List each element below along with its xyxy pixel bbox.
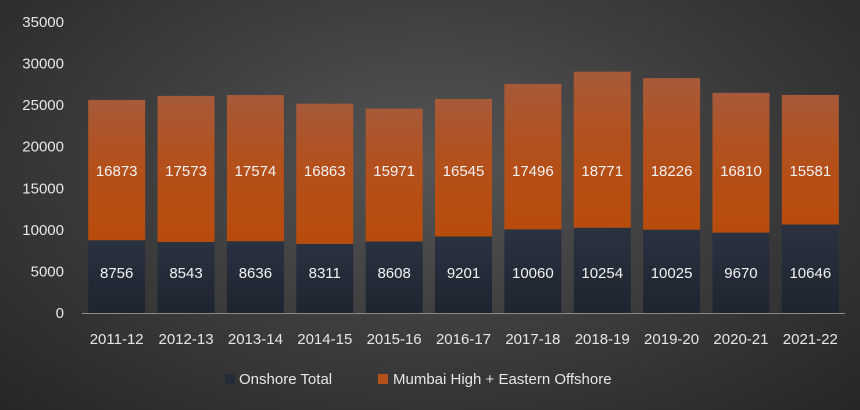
data-label-offshore: 17573: [165, 163, 207, 180]
data-label-onshore: 10646: [789, 265, 831, 282]
bar-segment-offshore: [435, 98, 492, 237]
data-label-offshore: 17574: [235, 163, 277, 180]
bar-segment-offshore: [365, 108, 423, 242]
bar-segment-offshore: [712, 92, 770, 233]
x-tick-label: 2015-16: [367, 331, 422, 348]
data-label-onshore: 8756: [100, 265, 133, 282]
bar-segment-onshore: [712, 232, 770, 313]
data-label-offshore: 15971: [373, 163, 415, 180]
bar-segment-offshore: [573, 71, 631, 228]
bar-segment-offshore: [157, 95, 215, 242]
bar-segment-onshore: [781, 224, 839, 313]
bar-segment-onshore: [504, 229, 562, 313]
y-tick-label: 25000: [22, 97, 64, 114]
legend-label-offshore: Mumbai High + Eastern Offshore: [393, 371, 612, 388]
y-tick-label: 0: [56, 305, 64, 322]
y-tick-label: 15000: [22, 180, 64, 197]
data-label-offshore: 16873: [96, 163, 138, 180]
data-label-onshore: 8636: [239, 265, 272, 282]
x-tick-label: 2020-21: [713, 331, 768, 348]
bar-segment-onshore: [157, 241, 215, 313]
data-label-onshore: 9201: [447, 265, 480, 282]
bars-group: 8756 16873 8543 17573 8636 17574 8311 16863 8608…: [88, 71, 839, 313]
data-label-onshore: 8543: [169, 265, 202, 282]
bar-segment-offshore: [781, 94, 839, 225]
data-label-offshore: 18226: [651, 163, 693, 180]
data-label-onshore: 9670: [724, 265, 757, 282]
x-tick-label: 2017-18: [505, 331, 560, 348]
x-tick-label: 2016-17: [436, 331, 491, 348]
legend-swatch-onshore: [225, 374, 235, 384]
bar-segment-onshore: [573, 227, 631, 313]
bar-segment-onshore: [226, 241, 284, 313]
bar-segment-onshore: [643, 229, 701, 313]
data-label-onshore: 8311: [309, 265, 341, 282]
x-axis: 2011-12 2012-13 2013-14 2014-15 2015-16 2016-…: [82, 313, 845, 348]
y-tick-label: 30000: [22, 56, 64, 73]
bar-segment-offshore: [643, 78, 701, 230]
bar-segment-offshore: [88, 99, 146, 241]
bar-segment-offshore: [504, 83, 562, 230]
data-label-onshore: 10060: [512, 265, 554, 282]
y-tick-label: 10000: [22, 222, 64, 239]
legend-swatch-offshore: [378, 374, 388, 384]
x-tick-label: 2021-22: [783, 331, 838, 348]
x-tick-label: 2012-13: [159, 331, 214, 348]
x-tick-label: 2019-20: [644, 331, 699, 348]
bar-segment-onshore: [365, 241, 423, 313]
legend: Onshore Total Mumbai High + Eastern Offsh…: [225, 371, 612, 388]
bar-segment-offshore: [296, 103, 354, 244]
y-axis: 0 5000 10000 15000 20000 25000 30000 35000: [22, 14, 64, 322]
y-tick-label: 5000: [31, 263, 64, 280]
data-label-onshore: 10025: [651, 265, 693, 282]
legend-label-onshore: Onshore Total: [239, 371, 332, 388]
y-tick-label: 35000: [22, 14, 64, 31]
data-label-onshore: 10254: [581, 265, 623, 282]
y-tick-label: 20000: [22, 139, 64, 156]
x-tick-label: 2011-12: [90, 331, 144, 348]
data-label-offshore: 18771: [581, 163, 623, 180]
data-label-onshore: 8608: [377, 265, 410, 282]
x-tick-label: 2014-15: [297, 331, 352, 348]
bar-segment-onshore: [296, 243, 354, 313]
bar-segment-onshore: [435, 236, 492, 313]
data-label-offshore: 16545: [443, 163, 485, 180]
data-label-offshore: 16810: [720, 163, 762, 180]
x-tick-label: 2018-19: [575, 331, 630, 348]
data-label-offshore: 16863: [304, 163, 346, 180]
bar-segment-onshore: [88, 240, 146, 313]
bar-segment-offshore: [226, 95, 284, 242]
data-label-offshore: 17496: [512, 163, 554, 180]
x-tick-label: 2013-14: [228, 331, 283, 348]
data-label-offshore: 15581: [789, 163, 831, 180]
